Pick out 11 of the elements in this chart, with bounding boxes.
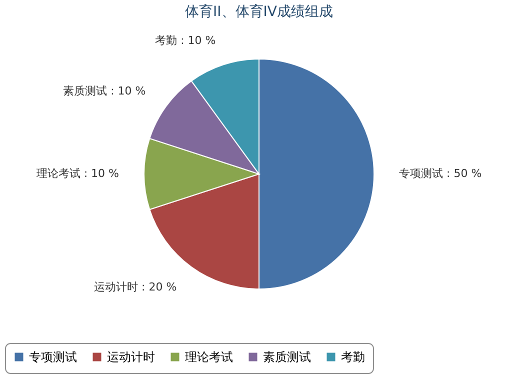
category-label: 理论考试 : 10 % bbox=[36, 167, 119, 180]
legend-label: 运动计时 bbox=[107, 350, 155, 364]
legend-label: 理论考试 bbox=[185, 350, 233, 364]
category-label: 素质测试 : 10 % bbox=[63, 84, 146, 98]
chart-title: 体育II、体育IV成绩组成 bbox=[185, 3, 333, 20]
category-label: 专项测试 : 50 % bbox=[399, 167, 482, 180]
legend-label: 素质测试 bbox=[263, 350, 311, 364]
legend-label: 专项测试 bbox=[29, 350, 77, 364]
legend-label: 考勤 bbox=[341, 350, 365, 364]
category-label: 考勤 : 10 % bbox=[155, 34, 216, 47]
category-label: 运动计时 : 20 % bbox=[94, 280, 177, 294]
